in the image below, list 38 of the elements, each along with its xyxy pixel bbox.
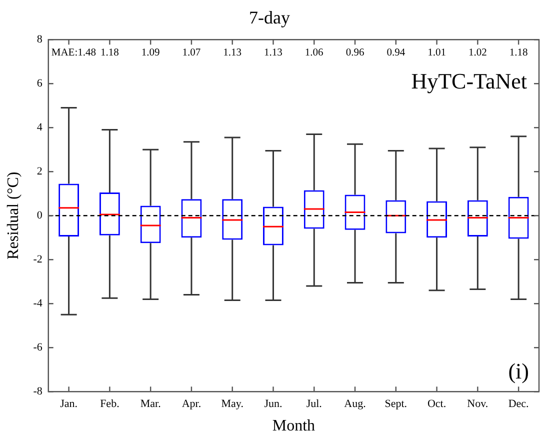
annotation: 1.02 <box>468 48 487 59</box>
x-tick-label: Oct. <box>427 398 446 410</box>
annotation: MAE:1.48 <box>51 48 96 59</box>
annotation: 1.06 <box>304 48 324 59</box>
x-tick-label: Dec. <box>508 398 530 410</box>
y-tick-label: -2 <box>33 253 42 266</box>
annotation: 1.18 <box>100 48 119 59</box>
x-tick-label: Jun. <box>264 398 283 410</box>
y-axis-title: Residual (°C) <box>4 172 22 260</box>
y-tick-label: -4 <box>33 297 43 310</box>
x-tick-label: Sept. <box>384 398 408 410</box>
x-tick-label: Apr. <box>182 398 202 410</box>
x-tick-label: Nov. <box>467 398 488 410</box>
annotation: 1.01 <box>428 48 446 59</box>
chart-title: 7-day <box>249 8 290 28</box>
annotation: (i) <box>508 358 529 384</box>
x-axis-title: Month <box>272 418 316 435</box>
x-tick-label: Aug. <box>344 398 366 410</box>
annotation: 0.96 <box>346 48 364 59</box>
annotation: 0.94 <box>386 48 406 59</box>
annotation: 1.13 <box>223 48 242 59</box>
y-tick-label: -8 <box>33 385 43 398</box>
annotation: HyTC-TaNet <box>411 68 527 94</box>
x-tick-label: Feb. <box>100 398 120 410</box>
annotation: 1.07 <box>182 48 201 59</box>
x-tick-label: Jul. <box>306 398 322 410</box>
x-tick-label: Jan. <box>60 398 78 410</box>
annotation: 1.18 <box>509 48 528 59</box>
y-tick-label: 6 <box>36 77 43 90</box>
y-tick-label: -6 <box>33 341 43 354</box>
y-tick-label: 4 <box>36 121 43 134</box>
x-tick-label: May. <box>221 398 244 410</box>
annotation: 1.13 <box>264 48 282 59</box>
y-tick-label: 0 <box>36 209 43 222</box>
y-tick-label: 8 <box>36 33 43 46</box>
x-tick-label: Mar. <box>140 398 162 410</box>
y-tick-label: 2 <box>36 165 42 178</box>
annotation: 1.09 <box>141 48 160 59</box>
